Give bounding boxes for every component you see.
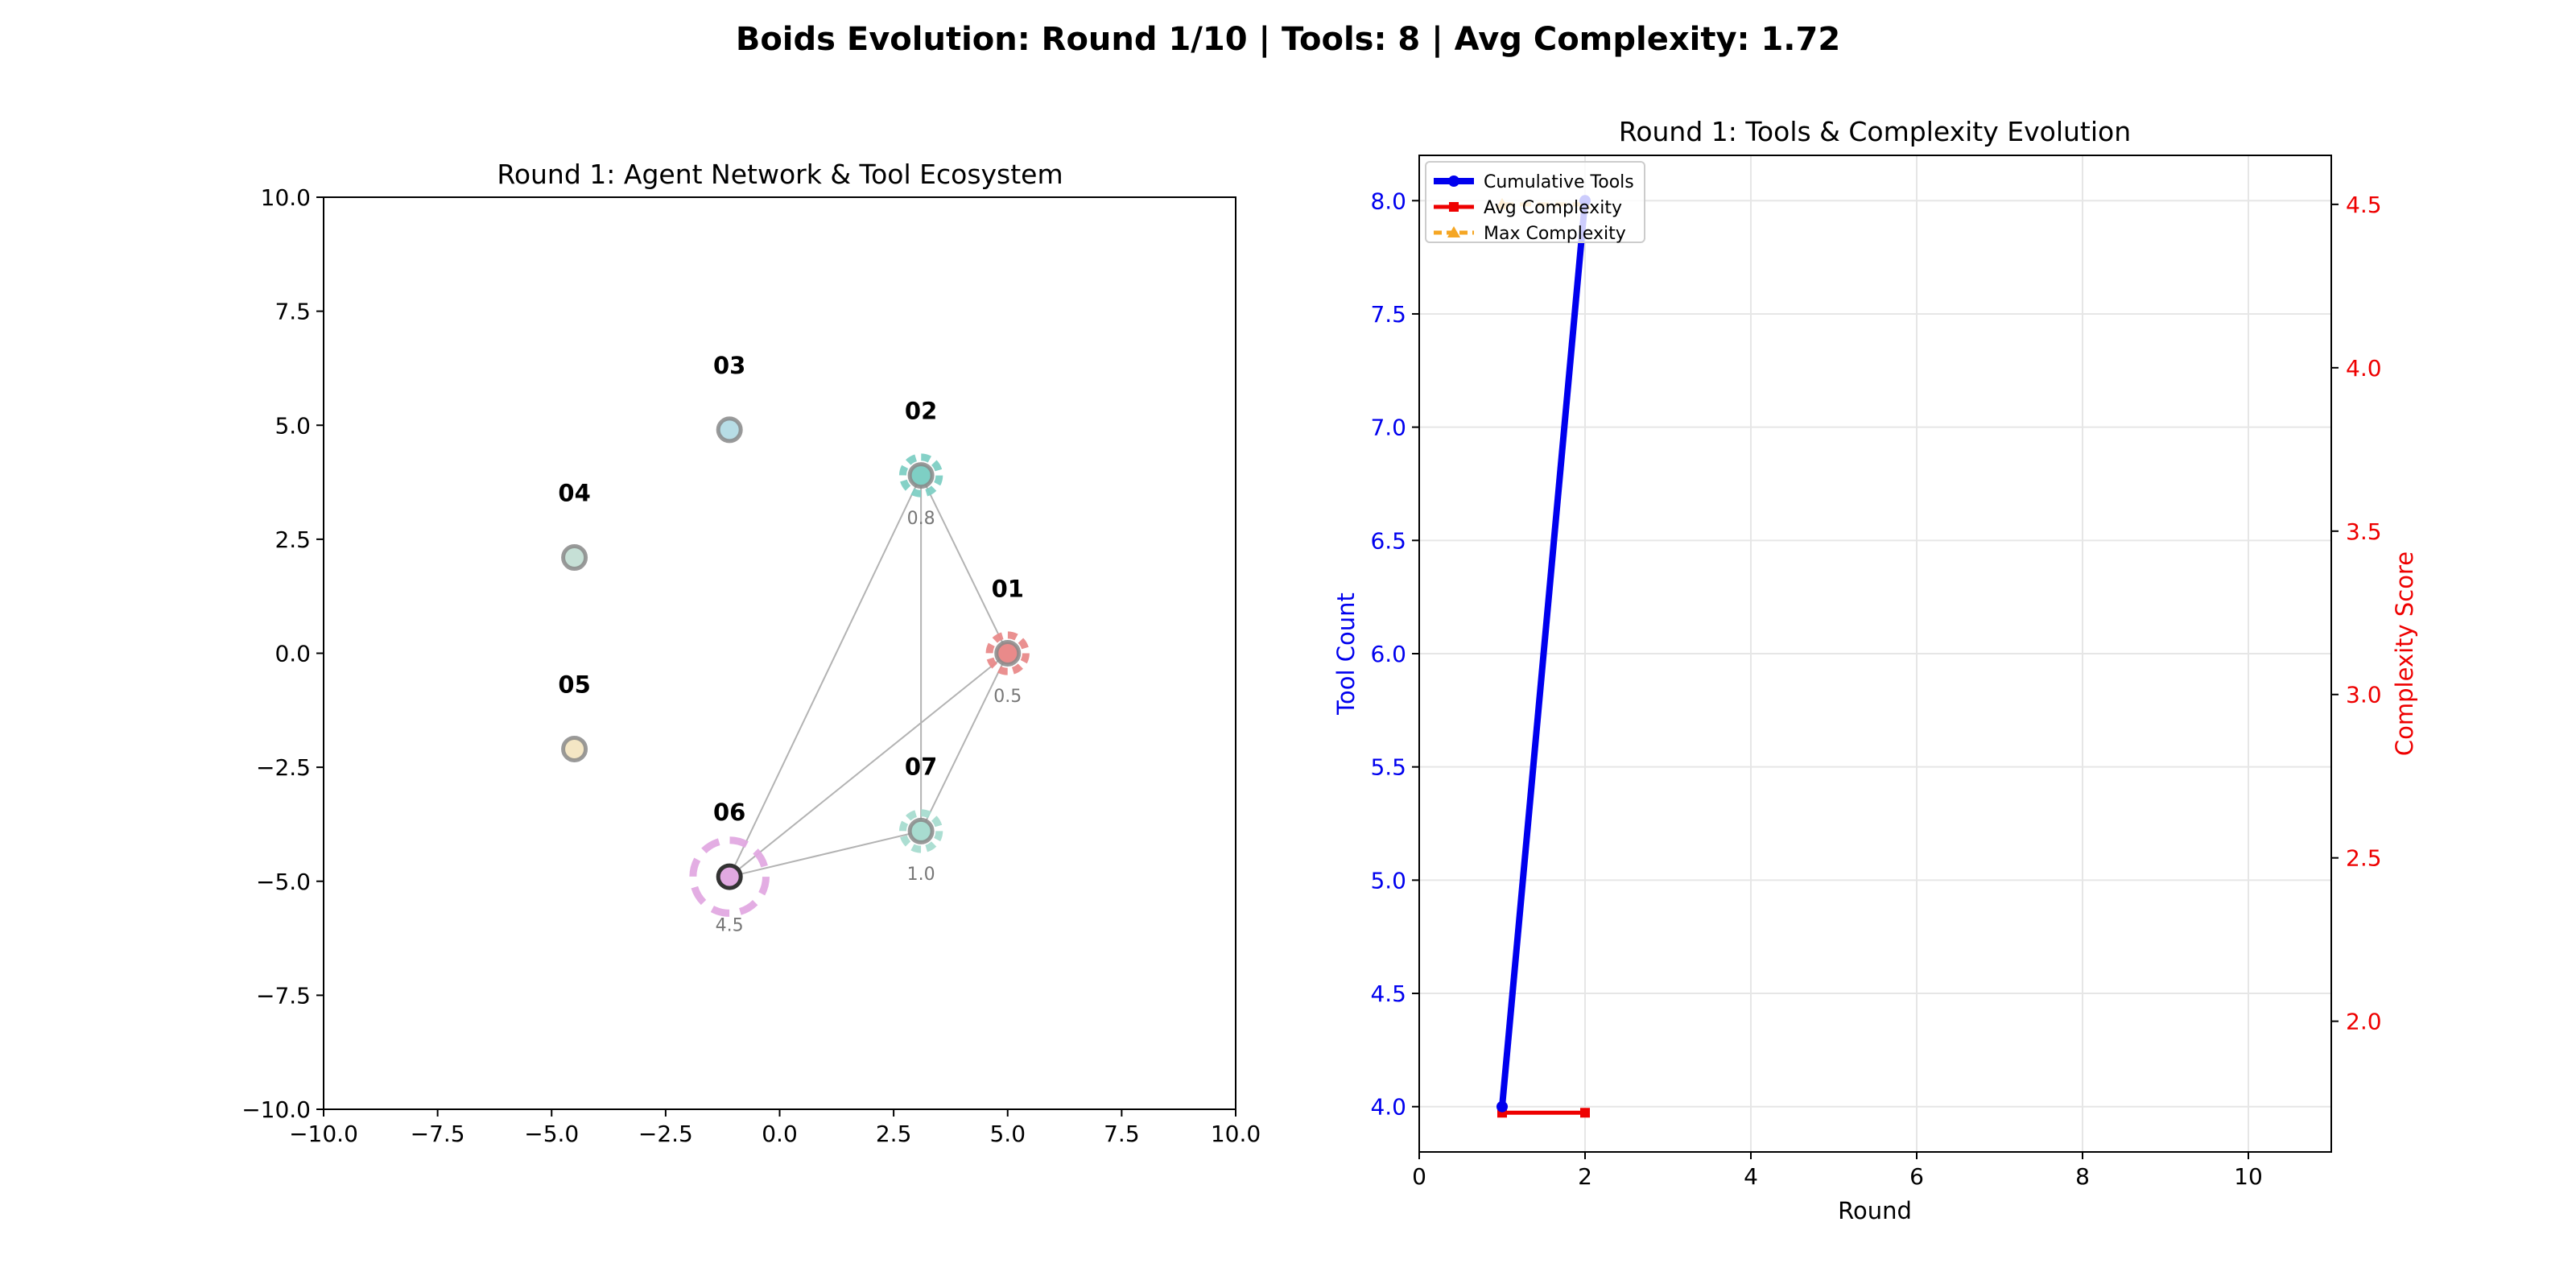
agent-score-06: 4.5 (716, 915, 744, 935)
network-ytick-label: −7.5 (256, 982, 311, 1009)
evolution-ytick-label-left: 6.5 (1370, 527, 1406, 554)
evolution-ytick-label-right: 3.5 (2346, 518, 2382, 545)
network-ytick-label: 2.5 (275, 526, 311, 553)
evolution-ytick-label-left: 5.0 (1370, 867, 1406, 894)
evolution-xlabel: Round (1838, 1197, 1912, 1224)
agent-ring (689, 836, 770, 917)
evolution-grid (1418, 155, 2331, 1152)
agent-node-07 (907, 817, 935, 844)
network-xtick-label: 5.0 (989, 1121, 1026, 1147)
evolution-xtick-label: 6 (1909, 1163, 1924, 1190)
agent-label-03: 03 (713, 352, 745, 379)
evolution-legend: Cumulative Tools Avg Complexity Max Comple… (1425, 161, 1645, 244)
agent-label-06: 06 (713, 799, 745, 826)
evolution-xtick-label: 10 (2234, 1163, 2263, 1190)
network-ytick-label: 0.0 (275, 641, 311, 667)
network-edge-01-06 (729, 652, 1009, 877)
evolution-ytick-label-right: 2.0 (2346, 1009, 2382, 1035)
network-ytick-label: 10.0 (261, 184, 311, 211)
network-xtick-label: −5.0 (524, 1121, 579, 1147)
network-edges (729, 475, 1009, 878)
legend-frame (1425, 161, 1645, 243)
agent-node-02 (907, 462, 935, 489)
network-xtick-label: −2.5 (638, 1121, 693, 1147)
legend-label-0: Cumulative Tools (1484, 172, 1634, 192)
network-ytick-label: 5.0 (275, 412, 311, 439)
agent-ring (898, 809, 943, 853)
network-xtick-label: −10.0 (289, 1121, 358, 1147)
evolution-ytick-label-left: 7.0 (1370, 415, 1406, 441)
network-edge-02-06 (729, 475, 923, 877)
legend-label-2: Max Complexity (1484, 224, 1626, 244)
series-1 (1497, 1108, 1590, 1118)
series-marker-0 (1496, 1100, 1508, 1113)
evolution-plot-frame (1418, 155, 2332, 1153)
network-xtick-label: 7.5 (1104, 1121, 1140, 1147)
series-line-0 (1499, 200, 1588, 1108)
network-axes: Round 1: Agent Network & Tool Ecosystem … (242, 159, 1261, 1147)
network-ytick-label: −5.0 (256, 869, 311, 895)
agent-node-06 (716, 863, 743, 890)
evolution-series (1496, 195, 1591, 1118)
series-marker-1 (1580, 1108, 1590, 1118)
figure-suptitle: Boids Evolution: Round 1/10 | Tools: 8 |… (736, 21, 1840, 59)
network-xtick-label: 10.0 (1211, 1121, 1261, 1147)
evolution-xtick-label: 8 (2075, 1163, 2090, 1190)
evolution-ylabel-left: Tool Count (1332, 592, 1360, 716)
evolution-ytick-label-left: 4.5 (1370, 980, 1406, 1007)
legend-marker-2 (1447, 226, 1460, 237)
network-chart-title: Round 1: Agent Network & Tool Ecosystem (497, 159, 1063, 190)
evolution-axes: Round 1: Tools & Complexity Evolution 0 2… (1332, 116, 2418, 1224)
agent-ring (898, 453, 943, 497)
evolution-ytick-label-right: 4.0 (2346, 355, 2382, 382)
evolution-ytick-label-right: 2.5 (2346, 845, 2382, 872)
network-nodes: 01 0.5 02 0.8 03 04 05 06 4.5 07 1.0 (558, 352, 1030, 935)
network-ytick-label: −2.5 (256, 754, 311, 781)
evolution-ytick-label-left: 8.0 (1370, 188, 1406, 214)
network-edge-01-07 (920, 653, 1009, 832)
evolution-ticks: 0 2 4 6 8 10 4.0 4.5 5.0 5.5 6.0 6.5 7.0 7.5 8.0 2.0 2.5… (1370, 188, 2381, 1190)
evolution-ytick-label-right: 3.0 (2346, 682, 2382, 708)
legend-marker-1 (1449, 202, 1459, 212)
agent-label-05: 05 (558, 671, 590, 698)
evolution-xtick-label: 4 (1744, 1163, 1758, 1190)
agent-score-01: 0.5 (993, 687, 1022, 707)
agent-node-01 (994, 640, 1022, 667)
network-edge-01-02 (920, 475, 1009, 654)
agent-node-03 (716, 416, 743, 444)
network-xtick-label: 0.0 (762, 1121, 798, 1147)
agent-node-05 (561, 735, 588, 762)
evolution-chart-title: Round 1: Tools & Complexity Evolution (1619, 116, 2131, 147)
evolution-ytick-label-right: 4.5 (2346, 192, 2382, 218)
evolution-xtick-label: 2 (1578, 1163, 1592, 1190)
agent-score-07: 1.0 (907, 865, 935, 885)
evolution-xtick-label: 0 (1412, 1163, 1426, 1190)
agent-node-04 (561, 544, 588, 572)
network-xtick-label: −7.5 (411, 1121, 465, 1147)
agent-label-01: 01 (992, 576, 1024, 603)
agent-label-02: 02 (905, 398, 937, 425)
network-ytick-label: −10.0 (242, 1096, 311, 1123)
evolution-ylabel-right: Complexity Score (2391, 551, 2418, 756)
evolution-ytick-label-left: 7.5 (1370, 301, 1406, 328)
network-xtick-label: 2.5 (876, 1121, 912, 1147)
agent-ring (985, 631, 1030, 675)
evolution-ytick-label-left: 4.0 (1370, 1094, 1406, 1121)
network-ticks: −10.0 −7.5 −5.0 −2.5 0.0 2.5 5.0 7.5 10.0 −10.0 −7… (242, 184, 1261, 1147)
agent-label-07: 07 (905, 753, 937, 780)
agent-score-02: 0.8 (907, 509, 935, 529)
legend-marker-0 (1448, 175, 1459, 187)
network-ytick-label: 7.5 (275, 299, 311, 325)
legend-label-1: Avg Complexity (1484, 198, 1622, 218)
network-plot-frame (323, 196, 1236, 1110)
network-edge-06-07 (729, 830, 922, 878)
agent-label-04: 04 (558, 480, 590, 507)
evolution-ytick-label-left: 5.5 (1370, 754, 1406, 781)
evolution-ytick-label-left: 6.0 (1370, 641, 1406, 667)
